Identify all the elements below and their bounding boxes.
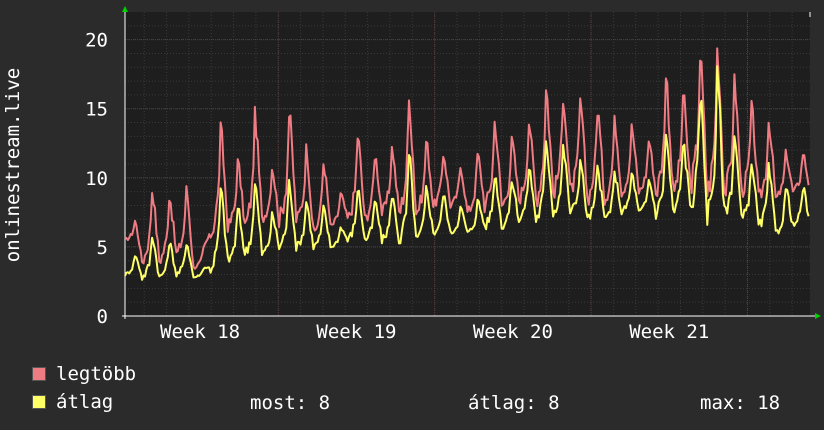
y-axis-title: onlinestream.live <box>2 68 24 262</box>
stat-max: max: 18 <box>700 392 781 414</box>
legend-max: legtöbb <box>32 363 137 385</box>
y-axis-arrow <box>122 6 128 12</box>
x-tick-label: Week 19 <box>316 321 396 343</box>
y-tick-label: 20 <box>85 30 108 52</box>
y-tick-label: 5 <box>97 237 108 259</box>
stat-now: most: 8 <box>250 392 331 414</box>
legend-avg: átlag <box>32 391 114 413</box>
legend-max-label: legtöbb <box>56 363 137 385</box>
series-line-max <box>124 47 810 270</box>
legend-max-swatch <box>32 367 46 381</box>
x-tick-label: Week 21 <box>629 321 709 343</box>
stat-avg: átlag: 8 <box>468 392 560 414</box>
y-tick-label: 15 <box>85 99 108 121</box>
series-line-avg <box>124 65 810 281</box>
legend-avg-swatch <box>32 395 46 409</box>
x-tick-label: Week 20 <box>473 321 553 343</box>
x-axis-arrow <box>815 313 821 319</box>
chart: 0 5 10 15 20 Week 18 Week 19 Week 20 Week 21 onli… <box>2 6 821 343</box>
y-tick-label: 10 <box>85 168 108 190</box>
x-tick-label: Week 18 <box>160 321 240 343</box>
legend-avg-label: átlag <box>56 391 114 413</box>
y-tick-label: 0 <box>97 306 108 328</box>
